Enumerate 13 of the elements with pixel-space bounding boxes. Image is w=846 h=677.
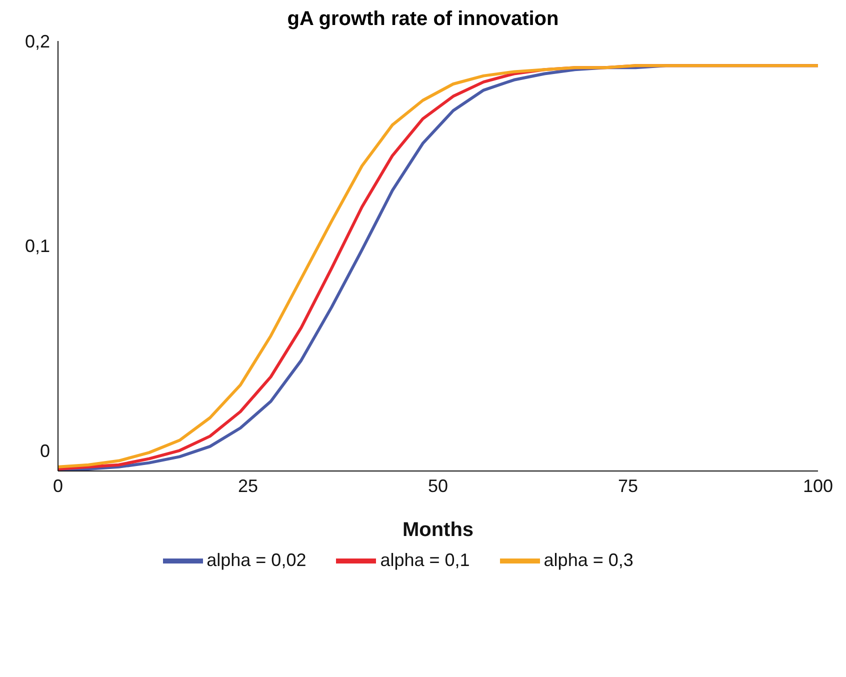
y-tick-label: 0	[40, 440, 50, 461]
y-tick-label: 0,2	[24, 31, 50, 52]
x-tick-label: 0	[52, 476, 64, 496]
x-tick-label: 25	[238, 476, 258, 496]
legend-label: alpha = 0,02	[206, 550, 306, 570]
legend-label: alpha = 0,1	[380, 550, 470, 570]
x-tick-label: 50	[428, 476, 448, 496]
x-tick-label: 75	[618, 476, 638, 496]
chart-title: gA growth rate of innovation	[286, 8, 560, 31]
legend-label: alpha = 0,3	[544, 550, 634, 570]
x-tick-label: 100	[802, 476, 834, 496]
y-tick-label: 0,1	[24, 236, 50, 256]
x-axis-title: Months	[402, 519, 474, 541]
